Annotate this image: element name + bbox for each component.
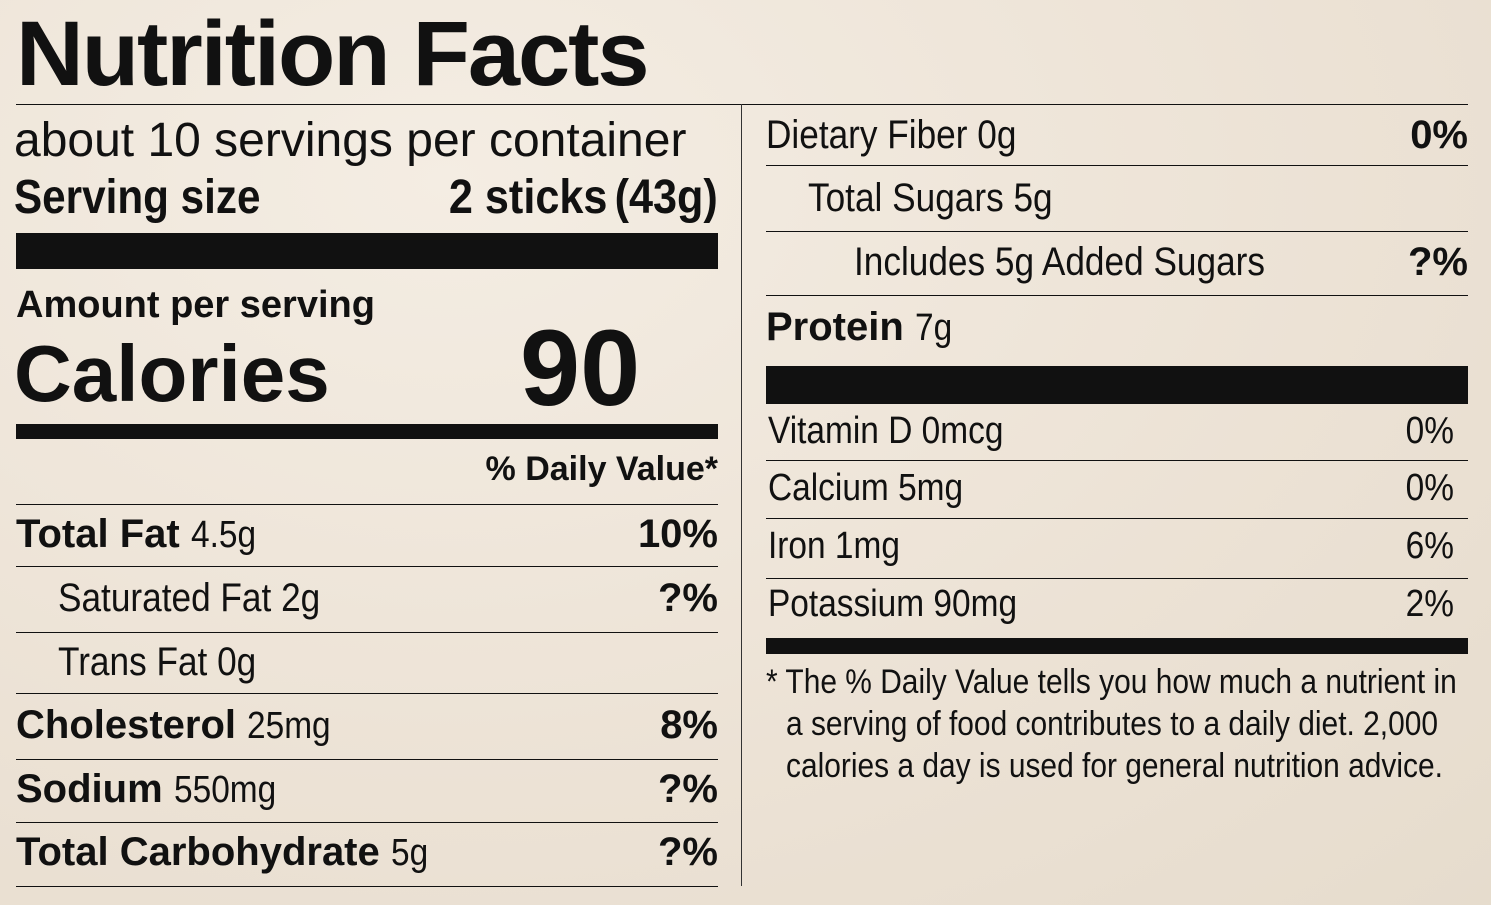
vitamin-amount: 90mg (933, 583, 1018, 625)
nutrient-dv: ?% (658, 767, 718, 811)
nutrient-amount: 0g (977, 113, 1017, 157)
nutrient-name: Saturated Fat (58, 576, 272, 620)
rule (766, 165, 1468, 166)
bottom-bar-right (766, 638, 1468, 654)
nutrient-row-saturated-fat: Saturated Fat 2g ?% (58, 576, 718, 624)
rule (16, 822, 718, 823)
label-title: Nutrition Facts (16, 3, 650, 105)
vitamin-name: Calcium (768, 467, 889, 509)
medium-bar (16, 424, 718, 439)
nutrient-dv: ?% (1408, 240, 1468, 284)
serving-size-amount: 2 sticks (449, 171, 608, 224)
rule (766, 295, 1468, 296)
vitamin-row-vitamin-d: Vitamin D 0mcg 0% (768, 410, 1454, 458)
nutrient-name: Trans Fat (58, 640, 208, 684)
vitamin-name: Vitamin D (768, 410, 913, 452)
rule (766, 518, 1468, 519)
nutrient-name: Total Sugars (808, 176, 1004, 220)
nutrient-name: Protein (766, 305, 904, 349)
nutrient-amount: 4.5g (190, 514, 256, 556)
nutrient-row-sodium: Sodium 550mg ?% (16, 767, 718, 815)
nutrient-dv: 10% (637, 512, 718, 556)
vitamin-amount: 1mg (834, 525, 900, 567)
vitamin-name: Iron (768, 525, 826, 567)
vitamin-dv: 0% (1405, 410, 1454, 452)
vitamin-amount: 0mcg (921, 410, 1004, 452)
vitamin-dv: 6% (1405, 525, 1454, 567)
vitamin-row-calcium: Calcium 5mg 0% (768, 467, 1454, 515)
nutrient-amount: 7g (914, 307, 953, 349)
rule (766, 460, 1468, 461)
rule (16, 759, 718, 760)
thick-bar-right (766, 366, 1468, 404)
serving-size-value: 2 sticks (43g) (449, 170, 718, 225)
nutrient-dv: 0% (1410, 113, 1468, 157)
rule (16, 566, 718, 567)
vitamin-amount: 5mg (898, 467, 964, 509)
nutrient-amount: 2g (281, 576, 321, 620)
nutrient-amount: 0g (217, 640, 257, 684)
nutrient-dv: ?% (658, 576, 718, 620)
nutrient-dv: 8% (660, 703, 718, 747)
thick-bar-top (16, 233, 718, 269)
nutrient-row-added-sugars: Includes 5g Added Sugars ?% (854, 240, 1468, 288)
rule (16, 632, 718, 633)
rule (766, 578, 1468, 579)
nutrient-row-total-carbohydrate: Total Carbohydrate 5g ?% (16, 830, 718, 878)
nutrient-amount: 5g (1013, 176, 1053, 220)
nutrient-name: Includes 5g Added Sugars (854, 240, 1265, 284)
nutrient-name: Total Fat (16, 512, 180, 556)
nutrient-amount: 5g (390, 832, 429, 874)
calories-label: Calories (14, 329, 330, 418)
serving-size-row: Serving size 2 sticks (43g) (14, 170, 718, 225)
nutrient-amount: 25mg (247, 705, 331, 747)
nutrient-name: Total Carbohydrate (16, 830, 380, 874)
rule (16, 693, 718, 694)
vitamin-name: Potassium (768, 583, 925, 625)
nutrient-amount: 550mg (173, 769, 277, 811)
vitamin-dv: 0% (1405, 467, 1454, 509)
rule (766, 231, 1468, 232)
vitamin-row-potassium: Potassium 90mg 2% (768, 583, 1454, 631)
footnote-line-1: * The % Daily Value tells you how much a… (766, 663, 1457, 701)
nutrient-name: Cholesterol (16, 703, 237, 747)
amount-per-serving: Amount per serving (16, 284, 375, 326)
daily-value-header: % Daily Value* (485, 450, 718, 488)
nutrient-name: Sodium (16, 767, 163, 811)
rule (16, 504, 718, 505)
nutrient-row-total-sugars: Total Sugars 5g (808, 176, 1468, 224)
nutrient-dv: ?% (658, 830, 718, 874)
nutrient-row-protein: Protein 7g (766, 305, 1468, 353)
vitamin-row-iron: Iron 1mg 6% (768, 525, 1454, 573)
vitamin-dv: 2% (1405, 583, 1454, 625)
column-divider (741, 104, 742, 886)
serving-size-label: Serving size (14, 171, 261, 224)
serving-size-weight: (43g) (614, 171, 718, 224)
servings-per-container: about 10 servings per container (14, 114, 687, 167)
calories-value: 90 (520, 307, 641, 428)
top-rule (16, 104, 1468, 105)
nutrient-row-dietary-fiber: Dietary Fiber 0g 0% (766, 113, 1468, 161)
footnote-line-3: calories a day is used for general nutri… (786, 747, 1443, 785)
nutrient-row-trans-fat: Trans Fat 0g (58, 640, 718, 688)
rule (16, 886, 718, 887)
nutrient-row-total-fat: Total Fat 4.5g 10% (16, 512, 718, 560)
nutrient-name: Dietary Fiber (766, 113, 968, 157)
nutrient-row-cholesterol: Cholesterol 25mg 8% (16, 703, 718, 751)
footnote-line-2: a serving of food contributes to a daily… (786, 705, 1439, 743)
